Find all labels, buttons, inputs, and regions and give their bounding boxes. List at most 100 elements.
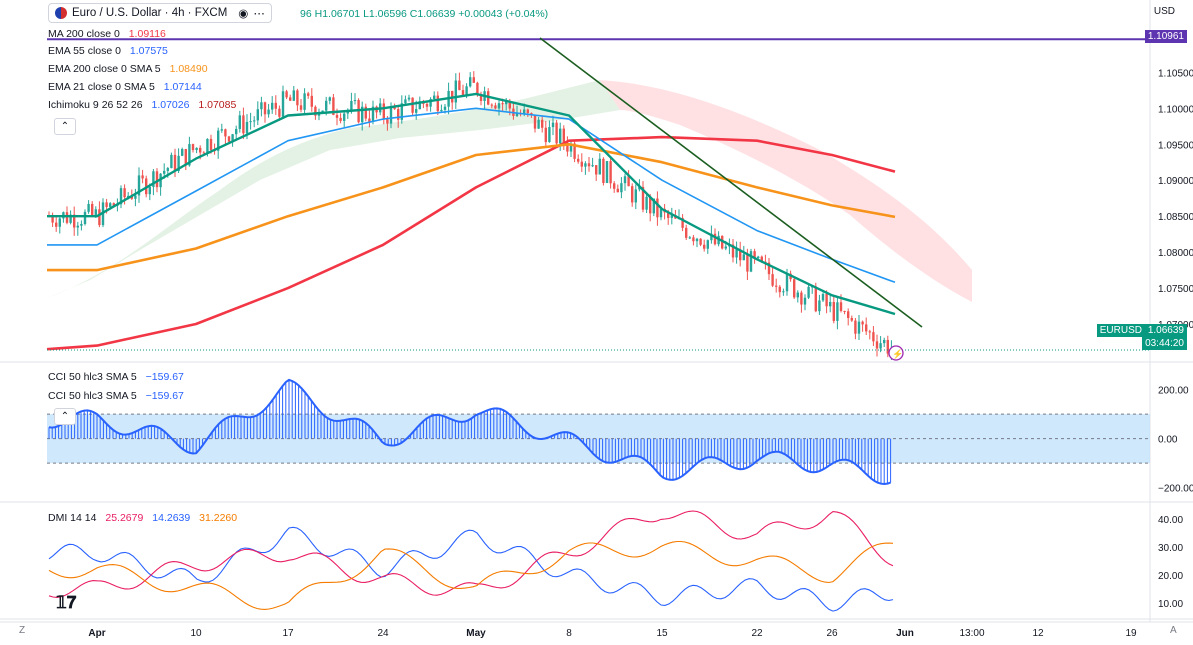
auto-scale-button[interactable]: A (1170, 625, 1177, 636)
candle-body (109, 203, 112, 207)
candle (371, 100, 375, 125)
candle-body (616, 188, 619, 193)
time-axis-label: 24 (377, 628, 389, 639)
candle-body (263, 102, 267, 115)
candle-body (472, 77, 475, 83)
candle-body (217, 130, 220, 151)
candle-body (497, 103, 501, 109)
candle (821, 292, 825, 303)
tradingview-logo[interactable]: 𝟙𝟕 (56, 593, 77, 612)
candle (609, 156, 612, 189)
collapse-cci-button[interactable]: ⌃ (54, 408, 76, 425)
candle-body (551, 122, 555, 128)
candle-body (739, 249, 742, 261)
reset-scale-button[interactable]: Z (19, 625, 26, 636)
candle-body (645, 196, 648, 210)
candle (303, 88, 306, 114)
candle-body (530, 113, 533, 115)
candle-body (418, 101, 421, 110)
candle (620, 177, 623, 199)
candle-body (785, 273, 789, 292)
candle-body (875, 341, 879, 349)
candle (267, 103, 270, 118)
candle-body (350, 100, 353, 111)
candle-body (184, 149, 187, 166)
collapse-legend-button[interactable]: ⌃ (54, 118, 76, 135)
candle (483, 86, 486, 110)
candle-body (577, 158, 580, 162)
legend-cci-2[interactable]: CCI 50 hlc3 SMA 5 −159.67 (48, 390, 190, 402)
candle-body (436, 95, 439, 112)
candle (382, 98, 385, 125)
candle (861, 320, 864, 332)
legend-ma200[interactable]: MA 200 close 0 1.09116 (48, 28, 172, 40)
candle (281, 85, 285, 119)
price-axis-label: 1.09500 (1158, 140, 1193, 151)
candle-body (872, 332, 875, 342)
legend-ema55[interactable]: EMA 55 close 0 1.07575 (48, 45, 174, 57)
candle (451, 90, 454, 110)
candle (368, 110, 371, 128)
candle (850, 315, 853, 322)
candle-body (368, 118, 371, 123)
candle-body (796, 292, 799, 298)
candle (692, 235, 695, 246)
candle (836, 296, 839, 330)
eye-icon[interactable]: ◉ (238, 8, 249, 20)
candle-body (94, 209, 97, 215)
currency-label[interactable]: USD (1153, 6, 1175, 17)
candle-body (807, 286, 810, 298)
candle-body (335, 114, 339, 118)
candle-body (411, 97, 414, 113)
candle-body (843, 310, 846, 312)
candle-body (393, 106, 396, 110)
candle-body (289, 97, 292, 101)
candle-body (803, 297, 807, 305)
candle-body (454, 80, 457, 103)
legend-dmi[interactable]: DMI 14 14 25.2679 14.2639 31.2260 (48, 512, 243, 524)
candle-body (256, 109, 259, 121)
time-axis-label: 12 (1032, 628, 1044, 639)
candle (296, 88, 299, 111)
candle-body (397, 109, 400, 120)
candle-body (166, 168, 169, 171)
candle (91, 201, 94, 217)
legend-value: 1.07575 (129, 45, 168, 57)
legend-cci-1[interactable]: CCI 50 hlc3 SMA 5 −159.67 (48, 371, 190, 383)
candle-body (800, 292, 803, 305)
candle-body (191, 144, 195, 151)
ohlc-open: 96 (300, 8, 312, 20)
candle-body (141, 175, 144, 179)
candle-body (541, 119, 544, 128)
candle-body (753, 251, 756, 259)
countdown-tag: 03:44:20 (1142, 337, 1187, 350)
legend-ema21[interactable]: EMA 21 close 0 SMA 5 1.07144 (48, 81, 208, 93)
candle (541, 115, 544, 133)
candle-body (598, 158, 601, 175)
candle (688, 235, 691, 240)
candle-body (65, 212, 69, 223)
candle (681, 214, 684, 232)
more-icon[interactable]: ⋯ (253, 8, 265, 20)
candle-body (371, 106, 375, 123)
candle-body (731, 244, 735, 258)
candle-body (620, 183, 623, 193)
candle (685, 224, 688, 240)
candle-body (573, 143, 576, 159)
candle (634, 184, 637, 210)
candle-body (587, 163, 591, 167)
candle (51, 212, 54, 227)
candle-body (299, 105, 303, 110)
legend-ichimoku[interactable]: Ichimoku 9 26 52 26 1.07026 1.07085 (48, 99, 242, 111)
candle-body (148, 186, 151, 195)
candle (598, 153, 601, 175)
legend-ema200[interactable]: EMA 200 close 0 SMA 5 1.08490 (48, 63, 214, 75)
symbol-title-box[interactable]: Euro / U.S. Dollar · 4h · FXCM ◉ ⋯ (48, 3, 272, 23)
candle (461, 84, 465, 97)
candle (577, 154, 580, 164)
candle-body (127, 195, 130, 198)
candle-body (667, 212, 670, 218)
dmi-minus-line (48, 510, 894, 598)
candle-body (224, 129, 227, 137)
